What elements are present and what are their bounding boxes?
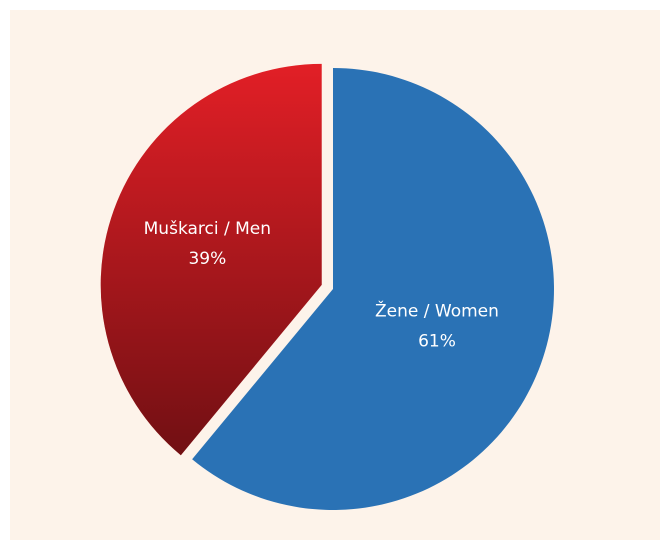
slice-value: 39% (188, 249, 226, 269)
slice (192, 68, 554, 510)
slice-value: 61% (418, 331, 456, 351)
slice-label: Žene / Women (375, 299, 499, 321)
slice-shade (100, 63, 322, 456)
slice-label: Muškarci / Men (144, 219, 271, 239)
